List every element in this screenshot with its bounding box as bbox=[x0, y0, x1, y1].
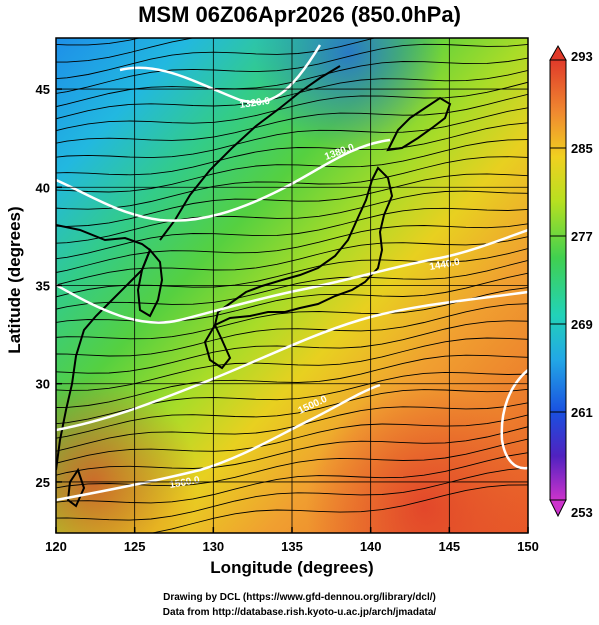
streamline bbox=[56, 190, 528, 244]
streamline bbox=[56, 38, 377, 80]
streamline bbox=[56, 236, 528, 286]
streamline bbox=[56, 337, 528, 391]
colorbar-label: 269 bbox=[571, 317, 593, 332]
streamline bbox=[56, 272, 528, 323]
streamline bbox=[56, 207, 528, 260]
streamline bbox=[56, 371, 528, 425]
streamline bbox=[56, 173, 528, 227]
streamline bbox=[56, 467, 528, 521]
colorbar-label: 277 bbox=[571, 229, 593, 244]
colorbar-label: 285 bbox=[571, 141, 593, 156]
chart-title: MSM 06Z06Apr2026 (850.0hPa) bbox=[138, 2, 461, 27]
streamline bbox=[56, 107, 528, 159]
x-tick-label: 125 bbox=[124, 539, 146, 554]
coast-japan-hokkaido bbox=[386, 96, 452, 152]
colorbar-ticks: 293 285 277 269 261 253 bbox=[550, 49, 593, 520]
y-tick-label: 30 bbox=[36, 377, 50, 392]
streamline bbox=[56, 38, 142, 46]
colorbar-top-arrow bbox=[549, 44, 567, 61]
colorbar: 293 285 277 269 261 253 bbox=[549, 44, 593, 520]
contour-1560 bbox=[56, 383, 381, 502]
contour-1380 bbox=[56, 138, 391, 222]
colorbar-label: 261 bbox=[571, 405, 593, 420]
contour-label-1440: 1440.0 bbox=[429, 257, 461, 273]
streamline bbox=[56, 38, 197, 63]
streamline bbox=[56, 139, 528, 193]
streamline bbox=[56, 223, 528, 273]
streamline bbox=[56, 426, 528, 476]
streamline bbox=[56, 81, 528, 132]
colorbar-bar bbox=[549, 59, 567, 501]
streamline bbox=[56, 93, 528, 144]
y-tick-label: 35 bbox=[36, 279, 50, 294]
credit-data: Data from http://database.rish.kyoto-u.a… bbox=[162, 607, 437, 618]
y-tick-label: 45 bbox=[36, 82, 50, 97]
coast-korea bbox=[136, 248, 164, 318]
streamline bbox=[149, 484, 528, 533]
contour-1440 bbox=[56, 228, 528, 324]
x-tick-label: 145 bbox=[438, 539, 460, 554]
y-tick-label: 25 bbox=[36, 475, 50, 490]
contour-1320 bbox=[119, 44, 322, 104]
streamline bbox=[56, 388, 528, 439]
streamline bbox=[56, 354, 528, 408]
colorbar-label: 253 bbox=[571, 505, 593, 520]
coast-japan-kyushu bbox=[203, 322, 232, 370]
x-tick-label: 150 bbox=[517, 539, 539, 554]
streamline bbox=[56, 57, 528, 108]
streamline bbox=[56, 414, 528, 464]
height-contours bbox=[56, 44, 528, 502]
axis-ticks: 120 125 130 135 140 145 150 25 30 35 40 45 bbox=[36, 82, 539, 554]
y-tick-label: 40 bbox=[36, 180, 50, 195]
x-tick-label: 120 bbox=[45, 539, 67, 554]
contour-label-1320: 1320.0 bbox=[239, 96, 271, 111]
colorbar-label: 293 bbox=[571, 49, 593, 64]
streamline bbox=[56, 43, 528, 94]
streamline bbox=[56, 320, 528, 374]
credit-drawing: Drawing by DCL (https://www.gfd-dennou.o… bbox=[163, 592, 436, 603]
x-tick-label: 135 bbox=[281, 539, 303, 554]
grid-lines bbox=[56, 38, 528, 533]
x-tick-label: 130 bbox=[202, 539, 224, 554]
contour-1500 bbox=[56, 290, 528, 432]
contour-east-loop bbox=[500, 369, 528, 470]
contour-label-1560: 1560.0 bbox=[169, 475, 201, 491]
streamline bbox=[56, 156, 528, 210]
streamline bbox=[56, 259, 528, 310]
x-tick-label: 140 bbox=[360, 539, 382, 554]
streamline bbox=[56, 303, 528, 357]
colorbar-bottom-arrow bbox=[549, 499, 567, 518]
coast-mainland bbox=[56, 224, 152, 471]
x-axis-label: Longitude (degrees) bbox=[210, 558, 374, 577]
coast-russia bbox=[159, 65, 341, 241]
streamline bbox=[56, 122, 528, 176]
streamline bbox=[56, 452, 528, 504]
streamline bbox=[56, 438, 528, 489]
map-field: 1320.0 1380.0 1440.0 1500.0 1560.0 bbox=[56, 38, 528, 533]
y-axis-label: Latitude (degrees) bbox=[5, 206, 24, 354]
